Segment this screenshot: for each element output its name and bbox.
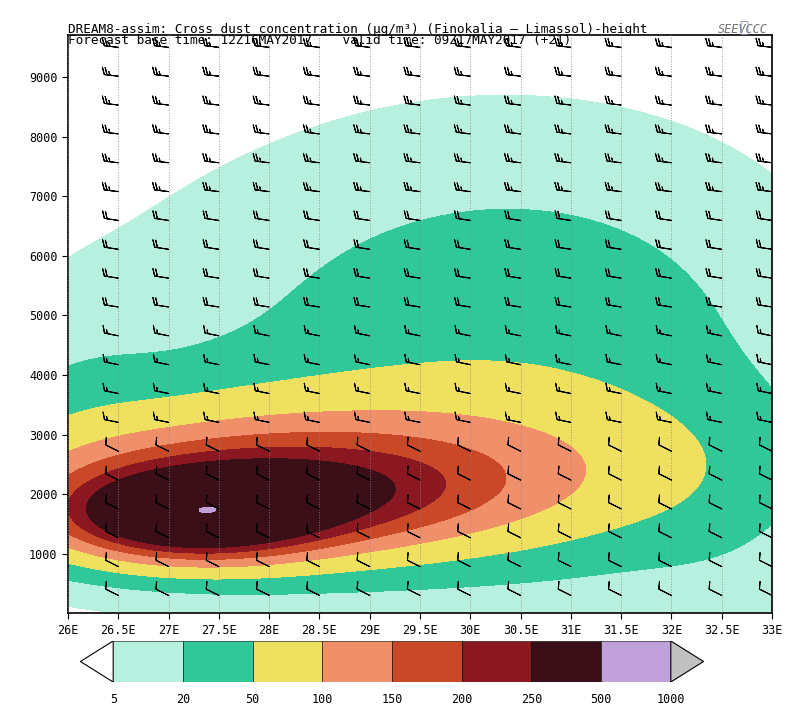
Bar — [601, 641, 670, 682]
Text: 5: 5 — [110, 693, 117, 706]
Polygon shape — [670, 641, 704, 682]
Text: 50: 50 — [246, 693, 260, 706]
Polygon shape — [80, 641, 114, 682]
Bar — [253, 641, 322, 682]
Text: 1000: 1000 — [657, 693, 685, 706]
Text: 20: 20 — [176, 693, 190, 706]
Text: 500: 500 — [590, 693, 612, 706]
Bar — [392, 641, 462, 682]
Text: 200: 200 — [451, 693, 472, 706]
Text: DREAM8-assim: Cross dust concentration (μg/m³) (Finokalia – Limassol)-height: DREAM8-assim: Cross dust concentration (… — [68, 23, 647, 35]
Text: SEEVCCC: SEEVCCC — [718, 23, 768, 35]
Text: 150: 150 — [382, 693, 402, 706]
Bar — [531, 641, 601, 682]
Bar — [183, 641, 253, 682]
Text: ⛅: ⛅ — [739, 21, 748, 35]
Text: 250: 250 — [521, 693, 542, 706]
Bar — [322, 641, 392, 682]
Text: Forecast base time: 12Z16MAY2017    valid time: 09Z17MAY2017 (+21): Forecast base time: 12Z16MAY2017 valid t… — [68, 34, 571, 47]
Bar — [114, 641, 183, 682]
Text: 100: 100 — [312, 693, 333, 706]
Bar — [462, 641, 531, 682]
